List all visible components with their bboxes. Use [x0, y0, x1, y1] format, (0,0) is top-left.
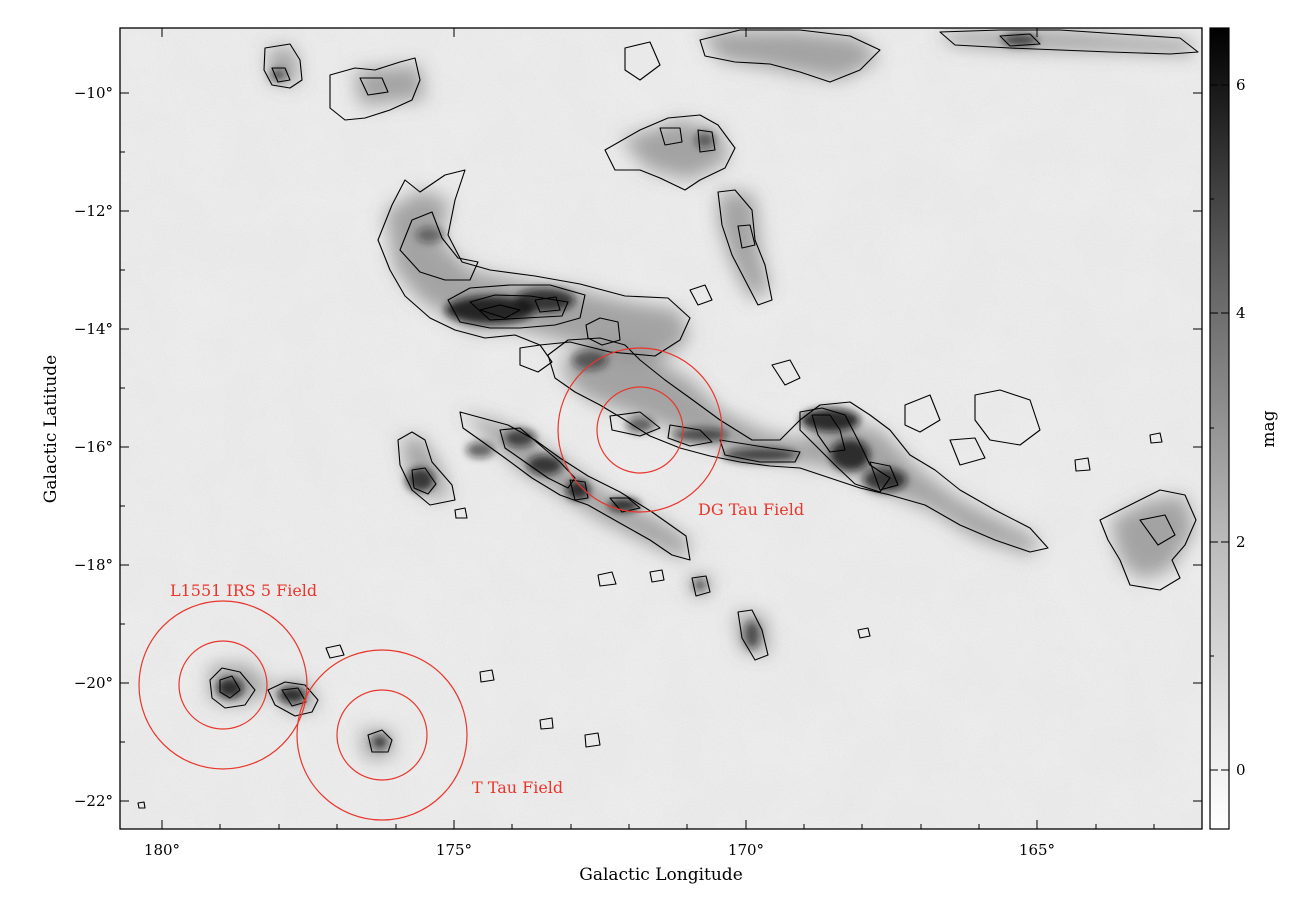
colorbar-label: mag — [1259, 410, 1279, 447]
y-tick-label: −16° — [74, 438, 113, 456]
colorbar-ticks — [1210, 84, 1229, 771]
l1551-irs5-field — [138, 600, 308, 770]
colorbar-tick-label: 0 — [1236, 761, 1246, 779]
l1551-irs5-field-label: L1551 IRS 5 Field — [170, 581, 317, 600]
colorbar: 0 2 4 6 mag — [1209, 27, 1279, 830]
dense-cores — [217, 34, 1038, 749]
y-tick-label: −12° — [74, 202, 113, 220]
y-tick-label: −20° — [74, 674, 113, 692]
x-tick-label: 175° — [436, 841, 472, 859]
t-tau-field-label: T Tau Field — [472, 778, 563, 797]
x-axis-title: Galactic Longitude — [579, 865, 743, 885]
x-tick-label: 170° — [728, 841, 764, 859]
x-axis-ticks — [161, 28, 1155, 829]
y-tick-label: −10° — [74, 84, 113, 102]
dg-tau-field — [557, 347, 723, 513]
map-plot-area — [120, 28, 1202, 829]
plot-frame — [119, 27, 1203, 830]
x-tick-label: 180° — [144, 841, 180, 859]
y-tick-label: −22° — [74, 792, 113, 810]
colorbar-tick-label: 6 — [1236, 76, 1246, 94]
observation-fields — [138, 347, 723, 821]
colorbar-tick-label: 4 — [1236, 304, 1246, 322]
y-axis-ticks — [120, 92, 1202, 802]
t-tau-field — [296, 649, 468, 821]
y-axis-title: Galactic Latitude — [41, 355, 61, 503]
extinction-contours — [137, 29, 1199, 809]
x-tick-label: 165° — [1019, 841, 1055, 859]
y-tick-label: −14° — [74, 320, 113, 338]
dg-tau-field-label: DG Tau Field — [698, 500, 804, 519]
y-tick-label: −18° — [74, 556, 113, 574]
colorbar-tick-label: 2 — [1236, 533, 1246, 551]
